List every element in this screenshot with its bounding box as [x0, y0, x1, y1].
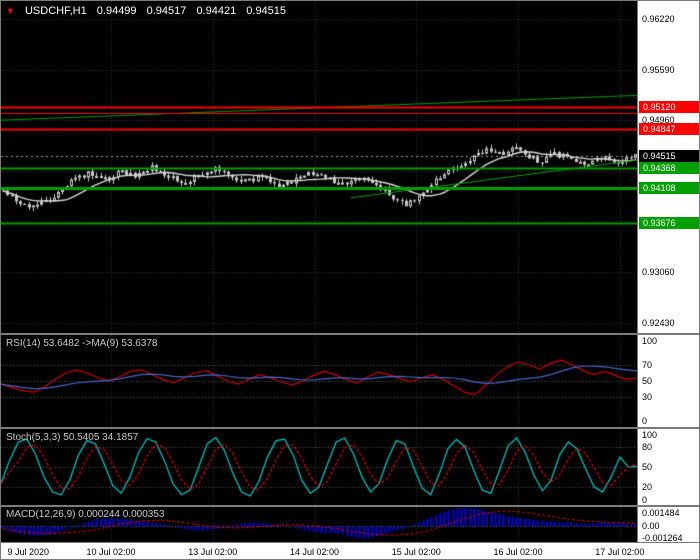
- time-axis-label: 13 Jul 02:00: [188, 547, 238, 557]
- axis-scale-label: 0.00: [642, 521, 660, 532]
- axis-scale-label: 0.94960: [642, 115, 675, 126]
- high-value: 0.94517: [146, 5, 187, 17]
- price-level-tag: 0.94108: [639, 182, 699, 195]
- close-value: 0.94515: [246, 5, 287, 17]
- axis-scale-label: 0.95590: [642, 64, 675, 75]
- low-value: 0.94421: [196, 5, 237, 17]
- axis-scale-label: 0.93060: [642, 267, 675, 278]
- current-price-tag: 0.94515: [639, 149, 699, 162]
- time-axis-label: 9 Jul 2020: [7, 547, 50, 557]
- axis-scale-label: 30: [642, 392, 653, 402]
- panel-separator[interactable]: [1, 427, 699, 429]
- axis-scale-label: 50: [642, 462, 653, 472]
- axis-scale-label: 0.001484: [642, 508, 680, 518]
- price-level-tag: 0.94847: [639, 123, 699, 136]
- symbol-period-label: USDCHF,H1: [24, 5, 87, 17]
- chart-header: ▼ USDCHF,H1 0.94499 0.94517 0.94421 0.94…: [6, 5, 293, 17]
- axis-scale-label: 20: [642, 481, 653, 492]
- axis-scale-label: 0.92430: [642, 317, 675, 328]
- axis-scale-label: 0.96220: [642, 14, 675, 25]
- time-axis-label: 14 Jul 02:00: [290, 547, 340, 557]
- axis-scale-label: 100: [642, 430, 658, 440]
- rsi-canvas[interactable]: [1, 335, 637, 427]
- axis-scale-label: 50: [642, 376, 653, 386]
- stochastic-canvas[interactable]: [1, 429, 637, 505]
- axis-scale-label: 80: [642, 442, 653, 453]
- stochastic-indicator-label: Stoch(5,3,3) 50.5405 34.1857: [6, 432, 139, 443]
- time-axis-label: 10 Jul 02:00: [86, 547, 136, 557]
- time-axis-label: 16 Jul 02:00: [493, 547, 543, 557]
- sell-arrow-icon: ▼: [6, 6, 15, 16]
- price-level-tag: 0.94368: [639, 161, 699, 174]
- price-axis[interactable]: 0.962200.955900.949600.943300.937000.930…: [637, 1, 699, 543]
- panel-separator[interactable]: [1, 333, 699, 335]
- open-value: 0.94499: [96, 5, 137, 17]
- time-axis-label: 15 Jul 02:00: [391, 547, 441, 557]
- main-chart-canvas[interactable]: [1, 1, 637, 333]
- axis-scale-label: 0: [642, 495, 648, 505]
- macd-canvas[interactable]: [1, 507, 637, 543]
- axis-scale-label: 0: [642, 416, 648, 426]
- time-axis[interactable]: 9 Jul 2020 10 Jul 02:00 13 Jul 02:00 14 Jul…: [1, 542, 699, 559]
- price-level-tag: 0.93676: [639, 216, 699, 229]
- rsi-indicator-label: RSI(14) 53.6482 ->MA(9) 53.6378: [6, 338, 158, 349]
- price-level-tag: 0.95120: [639, 101, 699, 114]
- axis-scale-label: 100: [642, 336, 658, 346]
- macd-indicator-label: MACD(12,26,9) 0.000244 0.000353: [6, 509, 165, 520]
- time-axis-label: 17 Jul 02:00: [595, 547, 645, 557]
- panel-separator[interactable]: [1, 505, 699, 507]
- axis-scale-label: 70: [642, 360, 653, 370]
- axis-scale-label: -0.001264: [642, 533, 683, 543]
